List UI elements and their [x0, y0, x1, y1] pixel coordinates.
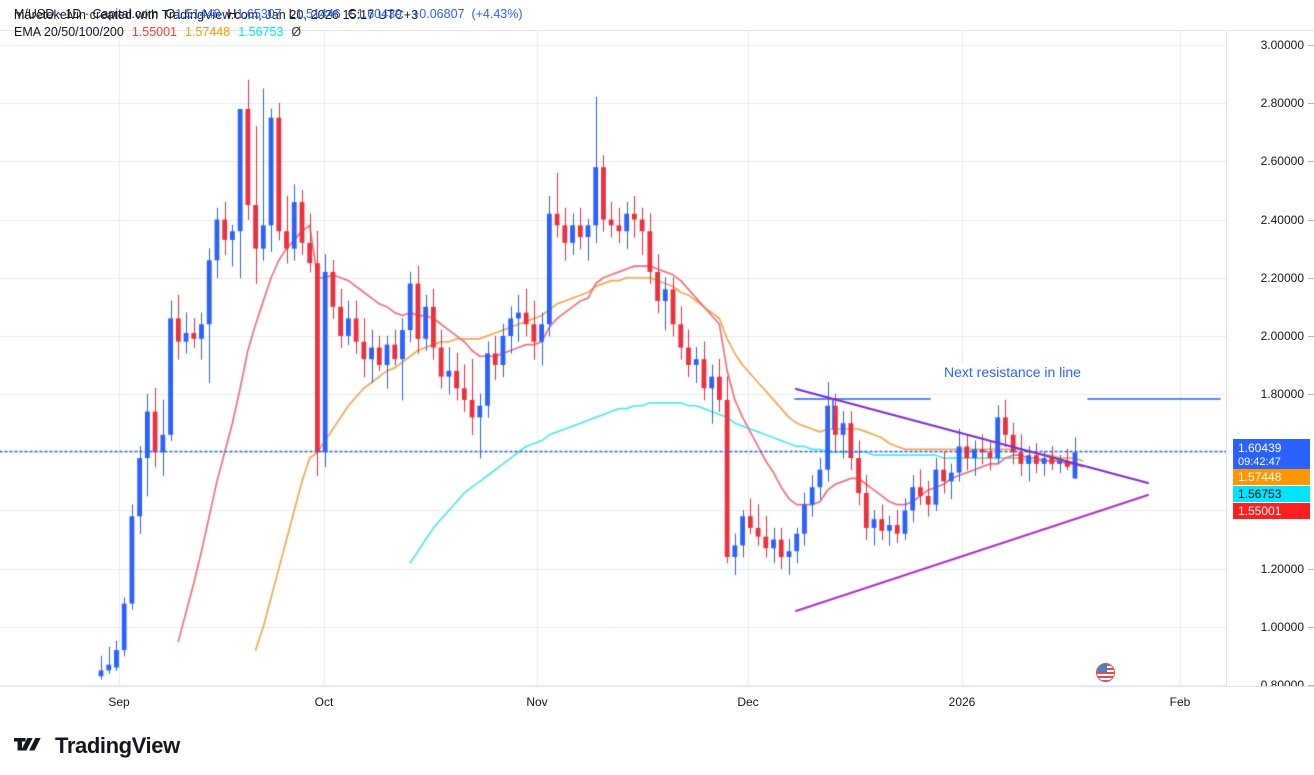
price-tick-label: 2.20000: [1260, 270, 1304, 285]
ema-50-badge-value: 1.57448: [1238, 469, 1282, 484]
last-price-badge[interactable]: 1.60439 09:42:47: [1233, 438, 1310, 471]
price-tick-mark: [1308, 335, 1314, 337]
price-tick-mark: [1308, 568, 1314, 570]
time-axis[interactable]: Sep Oct Nov Dec 2026 Feb: [0, 686, 1314, 716]
price-tick-label: 1.00000: [1260, 619, 1304, 634]
time-tick-label: 2026: [948, 695, 976, 709]
us-flag-event-icon[interactable]: [1096, 663, 1115, 682]
price-tick-mark: [1308, 103, 1314, 105]
price-tick-mark: [1308, 626, 1314, 628]
price-tick-mark: [1308, 394, 1314, 396]
time-tick-label: Dec: [737, 695, 759, 709]
time-tick-label: Sep: [108, 695, 130, 709]
time-tick-label: Nov: [526, 695, 548, 709]
ema-20-badge-value: 1.55001: [1238, 503, 1282, 518]
annotation-label[interactable]: Next resistance in line: [938, 364, 1087, 380]
price-axis[interactable]: 3.00000 2.80000 2.60000 2.40000 2.20000 2.000…: [1227, 31, 1314, 692]
price-tick-label: 1.80000: [1260, 387, 1304, 402]
price-tick-mark: [1308, 161, 1314, 163]
price-tick-label: 2.40000: [1260, 212, 1304, 227]
price-tick-label: 2.60000: [1260, 154, 1304, 169]
tradingview-mark-icon: [14, 737, 41, 750]
price-tick-label: 1.20000: [1260, 561, 1304, 576]
price-tick-label: 2.80000: [1260, 96, 1304, 111]
price-tick-mark: [1308, 277, 1314, 279]
ema-100-badge-value: 1.56753: [1238, 486, 1282, 501]
attribution-text: maretekelvin created with TradingView.co…: [0, 0, 1314, 30]
price-tick-mark: [1308, 685, 1314, 686]
ema-50-price-badge[interactable]: 1.57448: [1233, 468, 1310, 485]
footer: TradingView: [0, 716, 1314, 775]
last-price-time: 09:42:47: [1238, 455, 1281, 468]
ema-100-price-badge[interactable]: 1.56753: [1233, 485, 1310, 502]
price-tick-mark: [1308, 219, 1314, 221]
chart-plot-area[interactable]: Next resistance in line: [0, 31, 1227, 686]
price-tick-label: 3.00000: [1260, 38, 1304, 52]
chart-frame: Next resistance in line 3.00000 2.80000 2.…: [0, 30, 1314, 716]
tradingview-wordmark: TradingView: [55, 732, 180, 758]
price-tick-mark: [1308, 45, 1314, 46]
flag-canton: [1097, 664, 1107, 672]
ema-20-price-badge[interactable]: 1.55001: [1233, 502, 1310, 519]
price-tick-label: 2.00000: [1260, 328, 1304, 343]
time-tick-label: Feb: [1169, 695, 1191, 709]
candlestick-canvas[interactable]: [0, 31, 1226, 686]
time-tick-label: Oct: [314, 695, 334, 709]
tradingview-logo: TradingView: [14, 733, 180, 759]
last-price-value: 1.60439: [1238, 440, 1282, 455]
